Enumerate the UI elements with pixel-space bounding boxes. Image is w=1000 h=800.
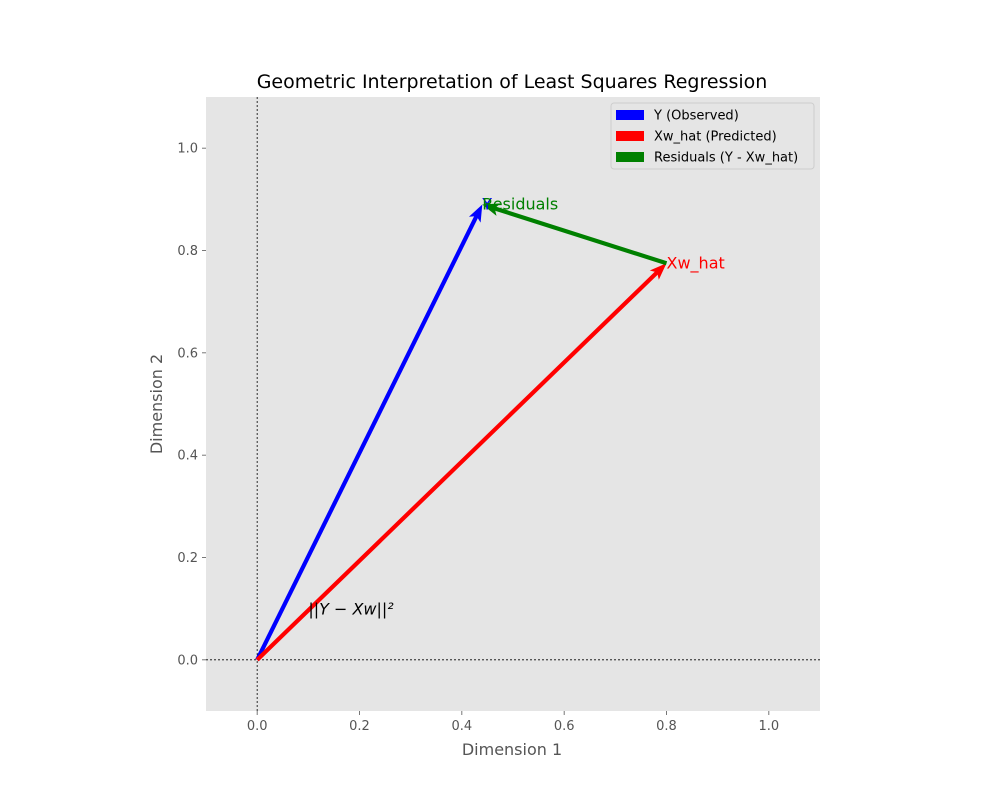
legend-entry-1: Xw_hat (Predicted) — [654, 130, 777, 145]
legend: Y (Observed) Xw_hat (Predicted) Residuals … — [610, 102, 815, 170]
legend-swatch-2 — [616, 152, 644, 162]
x-tick-label: 1.0 — [758, 719, 779, 734]
legend-entry-2: Residuals (Y - Xw_hat) — [654, 151, 798, 166]
y-tick-label: 0.8 — [177, 244, 198, 259]
vector-2-shaft — [493, 206, 668, 266]
annotation-2: Xw_hat — [667, 253, 725, 273]
y-axis-ticks: 0.0 0.2 0.4 0.6 0.8 1.0 — [177, 142, 206, 668]
x-tick-label: 0.4 — [451, 719, 472, 734]
legend-box — [610, 102, 815, 170]
vectors — [255, 203, 668, 662]
y-axis-label: Dimension 2 — [147, 354, 166, 454]
y-tick-label: 1.0 — [177, 142, 198, 157]
vector-0-shaft — [255, 214, 479, 661]
chart-title: Geometric Interpretation of Least Square… — [257, 71, 768, 93]
y-tick-label: 0.2 — [177, 551, 198, 566]
annotation-3: ||Y − Xw||² — [308, 600, 394, 619]
legend-entry-0: Y (Observed) — [653, 109, 739, 124]
y-tick-label: 0.4 — [177, 449, 198, 464]
vector-1-shaft — [255, 270, 660, 662]
annotation-0: Y — [481, 194, 492, 213]
vector-1-arrowhead — [649, 263, 667, 280]
vector-2-arrowhead — [482, 203, 501, 216]
legend-swatch-1 — [616, 131, 644, 141]
x-tick-label: 0.6 — [554, 719, 575, 734]
x-tick-label: 0.2 — [349, 719, 370, 734]
y-tick-label: 0.0 — [177, 653, 198, 668]
vector-0-arrowhead — [468, 204, 483, 223]
x-tick-label: 0.8 — [656, 719, 677, 734]
annotation-1: Residuals — [482, 194, 558, 213]
x-axis-label: Dimension 1 — [462, 740, 562, 759]
x-tick-label: 0.0 — [247, 719, 268, 734]
y-tick-label: 0.6 — [177, 346, 198, 361]
x-axis-ticks: 0.0 0.2 0.4 0.6 0.8 1.0 — [247, 711, 779, 734]
legend-swatch-0 — [616, 110, 644, 120]
